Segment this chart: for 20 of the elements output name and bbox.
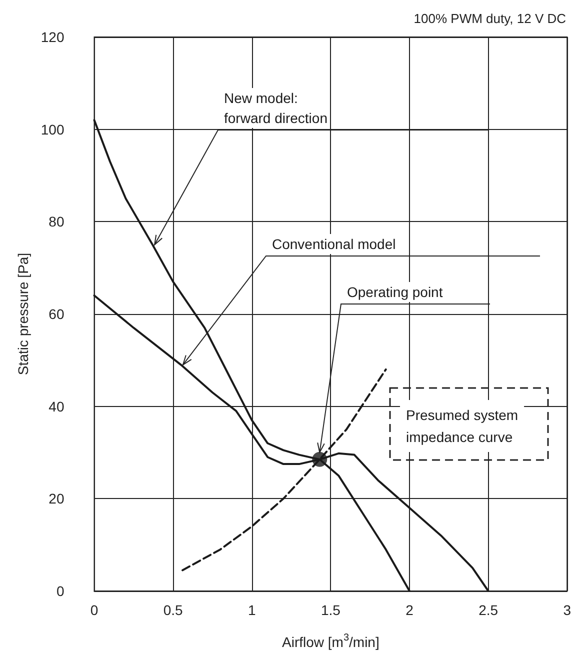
y-tick-label: 40 [48,398,64,414]
y-tick-label: 0 [56,583,64,599]
text: Conventional model [272,236,396,252]
y-axis-title: Static pressure [Pa] [15,252,31,376]
text: Presumed system impedance curve [406,407,518,445]
text: New model: forward direction [224,90,328,126]
x-tick-label: 2 [406,602,414,618]
y-tick-label: 80 [48,214,64,230]
x-tick-label: 0.5 [163,602,184,618]
y-tick-label: 60 [48,306,64,322]
y-tick-label: 100 [40,121,64,138]
x-tick-label: 1 [248,602,256,618]
y-tick-label: 20 [48,490,64,507]
text: Operating point [347,284,443,300]
y-tick-label: 120 [40,29,64,45]
x-tick-label: 2.5 [478,602,498,618]
x-tick-label: 0 [90,602,98,618]
text: 100% PWM duty, 12 V DC [414,11,566,26]
x-tick-label: 3 [563,602,572,618]
x-tick-label: 1.5 [320,602,341,618]
